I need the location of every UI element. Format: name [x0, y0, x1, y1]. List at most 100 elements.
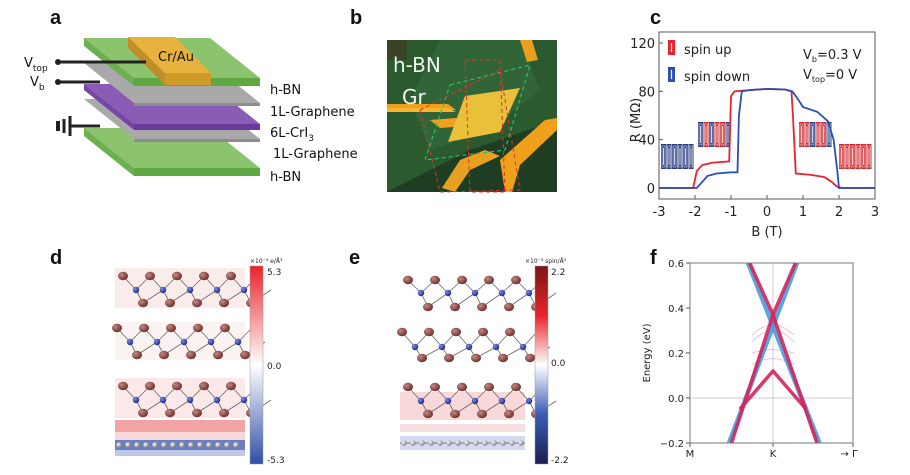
carbon-atom: [401, 440, 407, 446]
density-band: [115, 420, 245, 432]
x-tick-label: 2: [835, 205, 843, 220]
chromium-atom: [126, 338, 134, 346]
carbon-atom: [125, 442, 131, 448]
chromium-atom: [465, 343, 473, 351]
carbon-atom: [518, 440, 524, 446]
chromium-atom: [213, 396, 221, 404]
iodine-atom: [145, 271, 155, 281]
cri3-layer: [403, 382, 557, 419]
cri3-layer: [397, 327, 551, 363]
cr-au-electrode: Cr/Au: [128, 37, 211, 85]
iodine-atom: [139, 323, 149, 333]
iodine-atom: [505, 327, 515, 337]
inset-spin-config: [839, 144, 872, 169]
iodine-atom: [145, 381, 155, 391]
density-band: [400, 392, 525, 420]
carbon-atom: [224, 442, 230, 448]
chromium-atom: [153, 338, 161, 346]
density-band: [400, 424, 525, 432]
colorbar-e-unit: ×10⁻³ spin/Å³: [525, 258, 567, 265]
iodine-atom: [397, 327, 407, 337]
x-tick-label: → Γ: [840, 449, 858, 460]
carbon-atom: [134, 442, 140, 448]
chromium-atom: [159, 286, 167, 294]
x-axis-label: B (T): [751, 225, 782, 240]
iodine-atom: [192, 298, 202, 308]
legend-spin-down-icon: [668, 67, 675, 82]
iodine-atom: [423, 409, 433, 419]
carbon-atom: [464, 440, 470, 446]
chromium-atom: [132, 396, 140, 404]
layer-label-cri3: 6L-CrI3: [270, 126, 314, 144]
colorbar-d-max: 5.3: [267, 268, 281, 278]
carbon-atom: [491, 440, 497, 446]
ground-icon: [56, 116, 100, 136]
y-tick-label: 0.6: [668, 259, 684, 270]
carbon-atom: [233, 442, 239, 448]
chromium-atom: [132, 286, 140, 294]
spin-configuration-insets: [661, 122, 872, 169]
chromium-atom: [444, 397, 452, 405]
graphene-flake: [448, 88, 520, 142]
chromium-atom: [492, 343, 500, 351]
vtop-label: Vtop: [24, 56, 48, 74]
colorbar-d: [249, 265, 264, 465]
layer-label-graphene-top: 1L-Graphene: [270, 105, 355, 120]
chromium-atom: [186, 286, 194, 294]
legend: spin up spin down: [668, 40, 750, 85]
iodine-atom: [525, 353, 535, 363]
iodine-atom: [193, 323, 203, 333]
panel-e: e ×10⁻³ spin/Å³ 2.2 0.0 -2.2: [349, 247, 569, 466]
iodine-atom: [172, 381, 182, 391]
carbon-atom: [500, 440, 506, 446]
iodine-atom: [138, 298, 148, 308]
iodine-atom: [165, 408, 175, 418]
legend-spin-up: spin up: [684, 43, 732, 58]
y-tick-label: 120: [630, 37, 655, 52]
optical-micrograph: h-BN Gr: [387, 40, 557, 193]
legend-spin-up-icon: [668, 40, 675, 55]
iodine-atom: [450, 409, 460, 419]
colorbar-d-mid: 0.0: [267, 362, 282, 372]
panel-label-a: a: [50, 7, 62, 29]
inset-spin-config: [799, 122, 832, 147]
chromium-atom: [444, 289, 452, 297]
band-spin-up-bands: [748, 263, 819, 443]
iodine-atom: [430, 382, 440, 392]
iodine-atom: [186, 350, 196, 360]
carbon-atom: [161, 442, 167, 448]
graphene-layer: [115, 442, 245, 448]
carbon-atom: [197, 442, 203, 448]
vtop-wire: [55, 59, 146, 65]
carbon-atom: [143, 442, 149, 448]
legend-spin-down: spin down: [684, 70, 750, 85]
iodine-atom: [504, 302, 514, 312]
vb-label: Vb: [30, 75, 45, 93]
chromium-atom: [519, 343, 527, 351]
hbn-label: h-BN: [393, 53, 441, 77]
spin-density-structure: [397, 275, 557, 450]
annotation-vtop: Vtop=0 V: [803, 68, 857, 84]
y-tick-label: 40: [638, 134, 655, 149]
iodine-atom: [138, 408, 148, 418]
panel-c: c -3 -2 -1 0 1 2 3 0 40 80 120 R (MΩ) B (T) spin u…: [629, 7, 879, 240]
x-tick-label: -1: [725, 205, 738, 220]
x-tick-label: 0: [763, 205, 771, 220]
chromium-atom: [498, 289, 506, 297]
series-line-spin-up: [659, 88, 875, 189]
chromium-atom: [240, 286, 248, 294]
iodine-atom: [451, 327, 461, 337]
chromium-atom: [213, 286, 221, 294]
iodine-atom: [166, 323, 176, 333]
panel-f: f −0.2 0.0 0.2 0.4 0.6 M K → Γ Energy (eV): [642, 247, 858, 460]
iodine-atom: [213, 350, 223, 360]
iodine-atom: [118, 381, 128, 391]
chromium-atom: [471, 289, 479, 297]
carbon-atom: [188, 442, 194, 448]
iodine-atom: [478, 327, 488, 337]
chromium-atom: [417, 289, 425, 297]
iodine-atom: [430, 275, 440, 285]
colorbar-e-mid: 0.0: [551, 359, 566, 369]
gr-label: Gr: [402, 85, 426, 109]
iodine-atom: [226, 271, 236, 281]
